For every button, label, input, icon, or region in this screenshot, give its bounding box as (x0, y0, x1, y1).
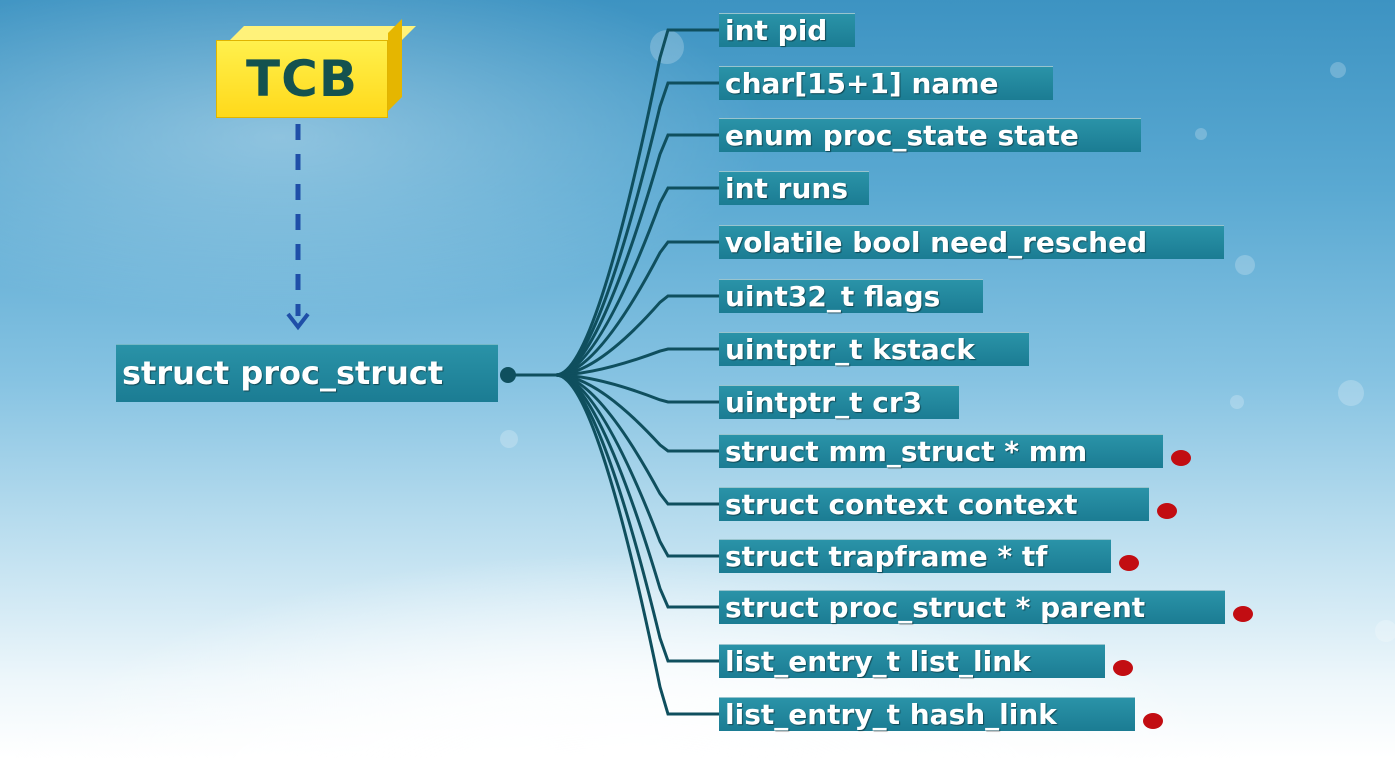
field-node: struct context context (719, 487, 1149, 521)
pointer-marker-dot (1171, 450, 1191, 466)
field-label: int pid (725, 13, 828, 47)
bokeh-light (500, 430, 518, 448)
field-label: uintptr_t cr3 (725, 385, 923, 419)
bokeh-light (1338, 380, 1364, 406)
connector-line (555, 186, 719, 377)
bokeh-light (1235, 255, 1255, 275)
field-label: list_entry_t hash_link (725, 697, 1057, 731)
field-node: volatile bool need_resched (719, 225, 1224, 259)
field-node: int runs (719, 171, 869, 205)
field-label: volatile bool need_resched (725, 225, 1148, 259)
field-node: uint32_t flags (719, 279, 983, 313)
field-node: list_entry_t hash_link (719, 697, 1135, 731)
field-label: uint32_t flags (725, 279, 941, 313)
connector-lines (508, 28, 719, 716)
pointer-marker-dot (1119, 555, 1139, 571)
dashed-arrow (286, 124, 310, 331)
field-label: enum proc_state state (725, 118, 1079, 152)
connector-line (555, 133, 719, 377)
bokeh-light (1195, 128, 1207, 140)
field-node: uintptr_t cr3 (719, 385, 959, 419)
connector-line (555, 373, 719, 716)
pointer-marker-dot (1157, 503, 1177, 519)
field-label: uintptr_t kstack (725, 332, 976, 366)
bokeh-light (1330, 62, 1346, 78)
field-label: struct context context (725, 487, 1078, 521)
field-label: struct trapframe * tf (725, 539, 1048, 573)
field-label: char[15+1] name (725, 66, 999, 100)
pointer-marker-dot (1233, 606, 1253, 622)
root-node-label: struct proc_struct (122, 354, 444, 392)
tcb-box: TCB (216, 19, 416, 118)
pointer-marker-dot (1113, 660, 1133, 676)
field-node: struct proc_struct * parent (719, 590, 1225, 624)
field-node: char[15+1] name (719, 66, 1053, 100)
pointer-marker-dot (1143, 713, 1163, 729)
field-label: struct mm_struct * mm (725, 434, 1088, 468)
field-node: enum proc_state state (719, 118, 1141, 152)
field-label: struct proc_struct * parent (725, 590, 1146, 624)
field-node: list_entry_t list_link (719, 644, 1105, 678)
field-node: int pid (719, 13, 855, 47)
field-label: int runs (725, 171, 849, 205)
tcb-box-front: TCB (216, 40, 388, 118)
bokeh-light (1230, 395, 1244, 409)
field-label: list_entry_t list_link (725, 644, 1031, 678)
field-node: struct mm_struct * mm (719, 434, 1163, 468)
connector-line (555, 373, 719, 609)
tcb-label: TCB (246, 50, 358, 108)
tcb-box-side (388, 19, 402, 111)
bokeh-light (1375, 620, 1395, 642)
field-node: uintptr_t kstack (719, 332, 1029, 366)
root-node: struct proc_struct (116, 344, 498, 402)
field-node: struct trapframe * tf (719, 539, 1111, 573)
junction-dot (500, 367, 516, 383)
